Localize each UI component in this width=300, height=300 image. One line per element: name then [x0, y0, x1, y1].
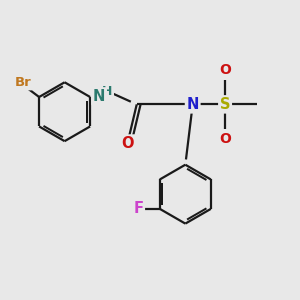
Text: H: H [102, 85, 112, 98]
Text: F: F [133, 201, 143, 216]
Text: O: O [219, 63, 231, 76]
Text: N: N [187, 97, 199, 112]
Text: O: O [122, 136, 134, 151]
Text: N: N [93, 89, 105, 104]
Text: O: O [219, 132, 231, 146]
Text: S: S [220, 97, 230, 112]
Text: Br: Br [14, 76, 31, 89]
